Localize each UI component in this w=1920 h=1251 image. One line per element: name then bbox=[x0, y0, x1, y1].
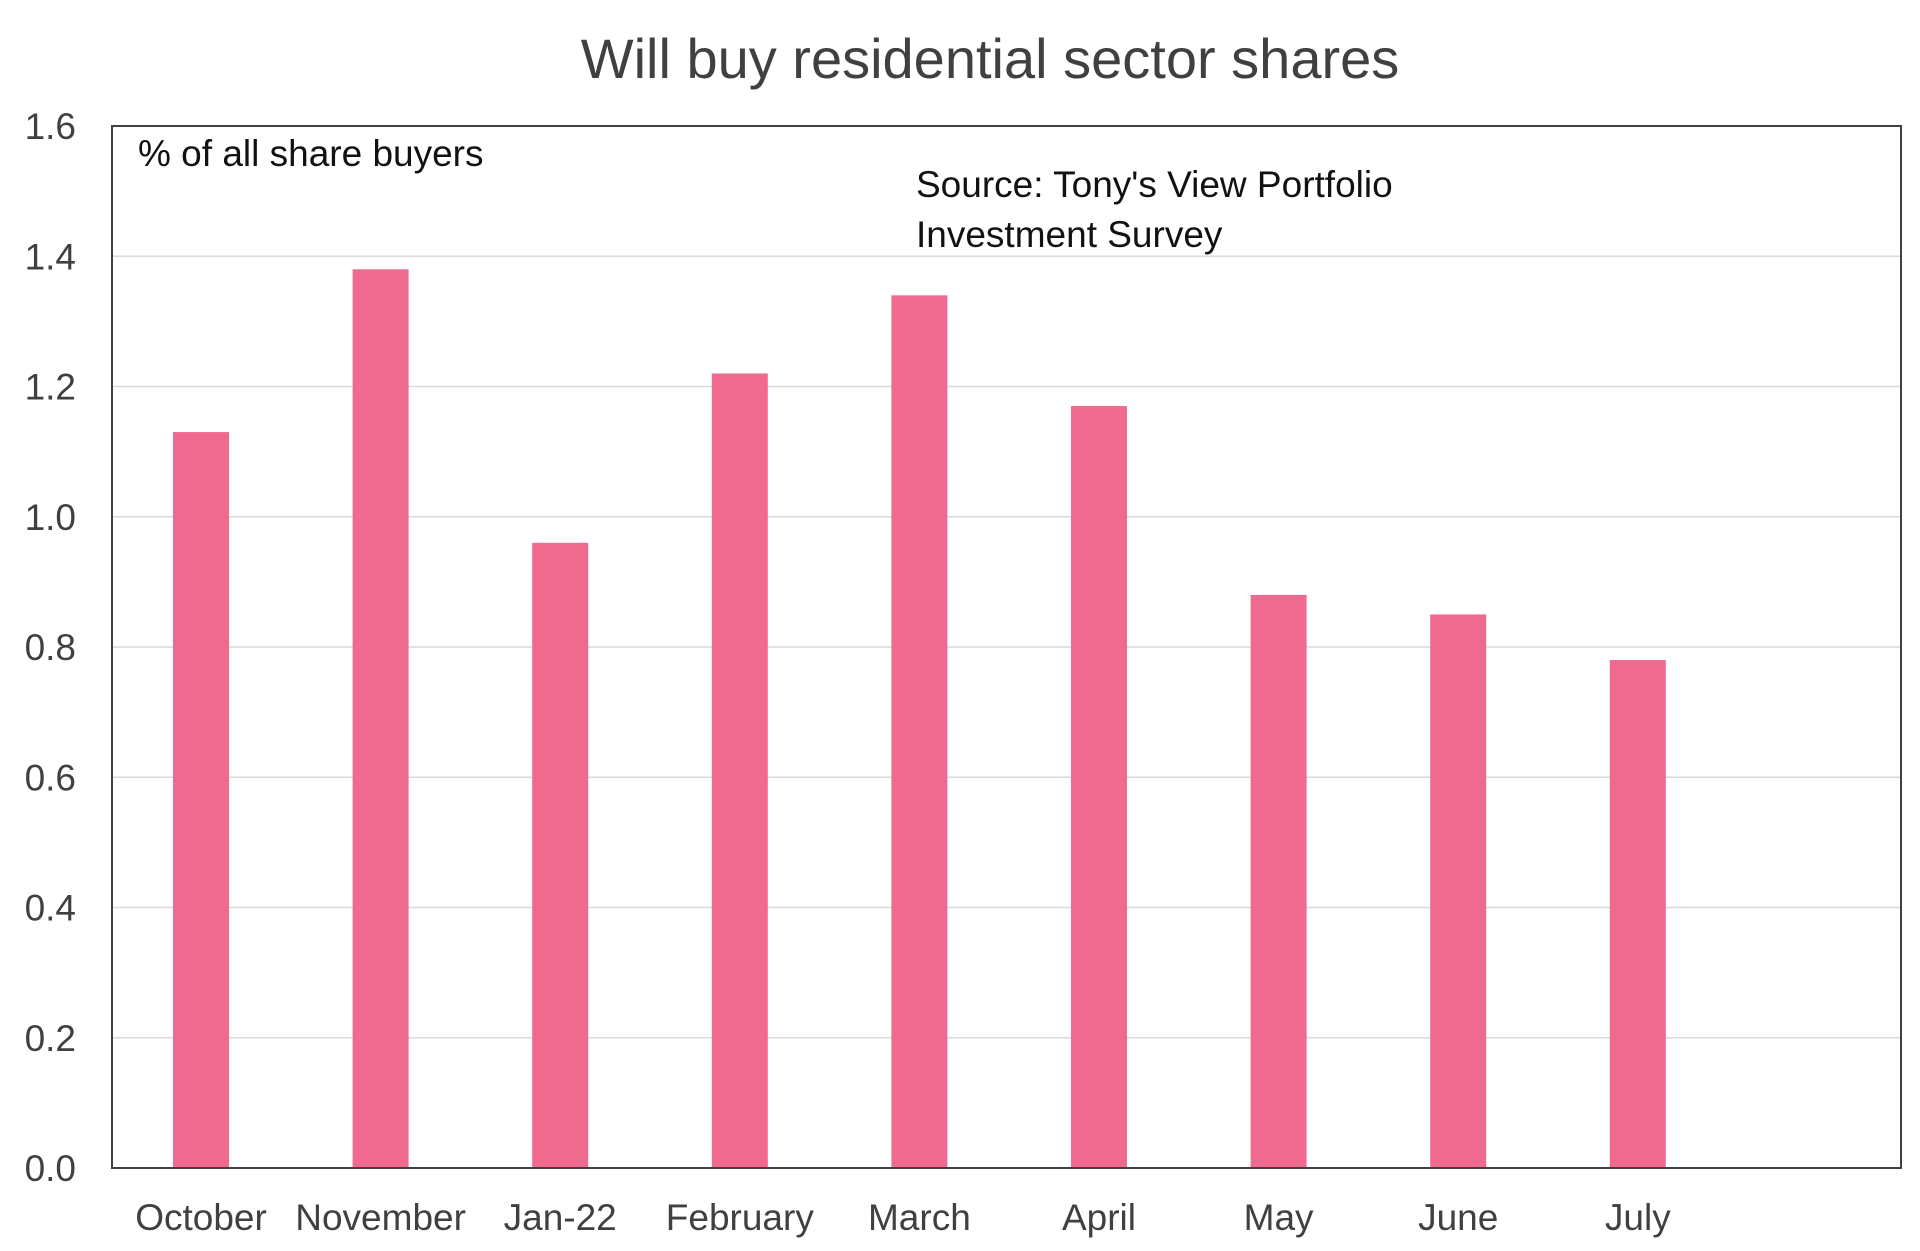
y-tick-label: 1.0 bbox=[25, 497, 76, 538]
bar-june bbox=[1430, 614, 1487, 1168]
x-axis-ticks: October November Jan-22 February March April M… bbox=[135, 1197, 1671, 1238]
bar-may bbox=[1250, 594, 1307, 1168]
source-note-line-1: Source: Tony's View Portfolio bbox=[916, 164, 1393, 205]
x-tick-label: March bbox=[868, 1197, 971, 1238]
y-tick-label: 1.2 bbox=[25, 367, 76, 408]
y-tick-label: 1.6 bbox=[25, 106, 76, 147]
x-tick-label: July bbox=[1605, 1197, 1671, 1238]
gridlines bbox=[112, 255, 1901, 1039]
bars bbox=[173, 269, 1666, 1169]
bar-march bbox=[891, 295, 948, 1168]
y-tick-label: 0.2 bbox=[25, 1018, 76, 1059]
bar-april bbox=[1071, 406, 1127, 1169]
x-tick-label: Jan-22 bbox=[504, 1197, 617, 1238]
y-axis-label: % of all share buyers bbox=[138, 133, 484, 174]
x-tick-label: November bbox=[295, 1197, 466, 1238]
y-tick-label: 0.0 bbox=[25, 1148, 76, 1189]
x-tick-label: February bbox=[666, 1197, 815, 1238]
bar-february bbox=[711, 373, 768, 1169]
bar-jan-22 bbox=[532, 542, 589, 1168]
plot-frame bbox=[111, 125, 1902, 1169]
y-tick-label: 0.8 bbox=[25, 627, 76, 668]
y-tick-label: 0.4 bbox=[25, 888, 76, 929]
x-tick-label: April bbox=[1062, 1197, 1136, 1238]
y-axis-ticks: 0.0 0.2 0.4 0.6 0.8 1.0 1.2 1.4 1.6 bbox=[25, 106, 76, 1189]
x-tick-label: May bbox=[1244, 1197, 1314, 1238]
x-tick-label: June bbox=[1418, 1197, 1498, 1238]
source-note-line-2: Investment Survey bbox=[916, 214, 1223, 255]
y-tick-label: 1.4 bbox=[25, 236, 76, 277]
bar-october bbox=[173, 432, 229, 1168]
chart-title: Will buy residential sector shares bbox=[581, 27, 1400, 90]
x-tick-label: October bbox=[135, 1197, 267, 1238]
bar-july bbox=[1609, 660, 1666, 1168]
y-tick-label: 0.6 bbox=[25, 757, 76, 798]
bar-november bbox=[352, 269, 409, 1168]
